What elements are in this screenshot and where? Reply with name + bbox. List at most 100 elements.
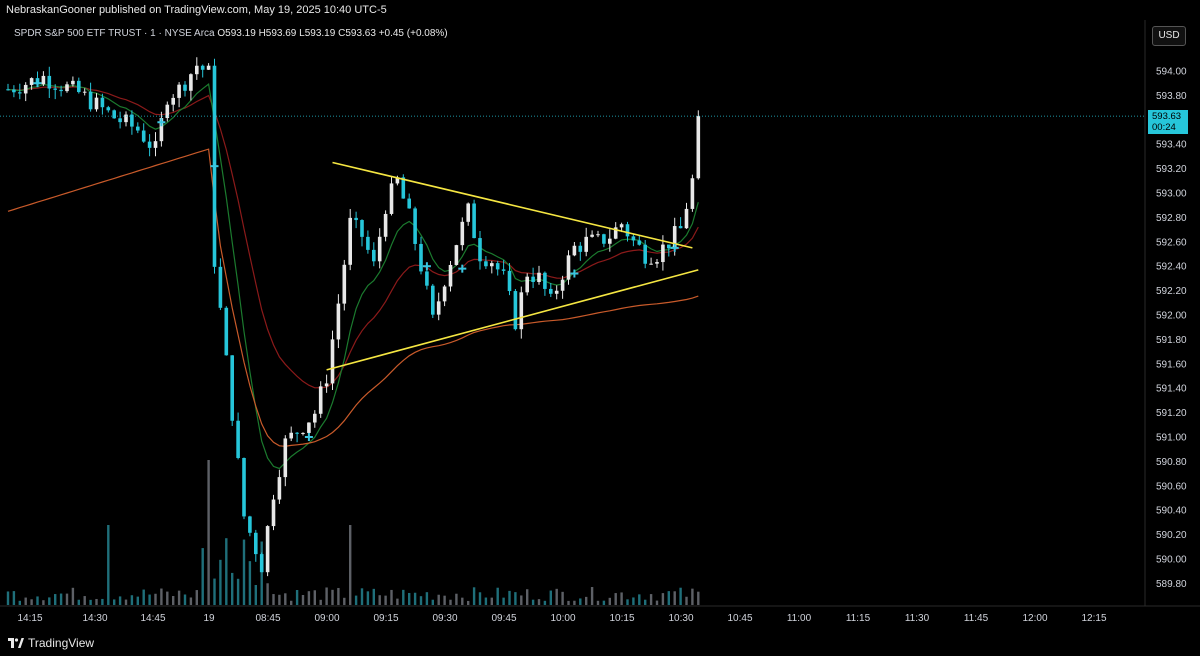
volume-bar (685, 596, 688, 605)
y-tick-label: 593.00 (1156, 189, 1187, 200)
candle-body (619, 224, 624, 228)
volume-bar (160, 588, 163, 605)
y-tick-label: 591.60 (1156, 359, 1187, 370)
volume-bar (242, 539, 246, 605)
volume-bars (6, 460, 700, 605)
candle (643, 240, 647, 269)
y-tick-label: 590.60 (1156, 481, 1187, 492)
volume-bar (130, 595, 134, 605)
volume-bar (231, 572, 234, 605)
y-tick-label: 593.80 (1156, 91, 1187, 102)
candle-body (59, 89, 63, 92)
candle-body (566, 255, 571, 280)
candle (608, 229, 612, 252)
candle-body (289, 432, 293, 439)
x-tick-label: 10:15 (609, 613, 634, 624)
candle (195, 57, 199, 80)
candle-body (23, 84, 28, 94)
bar-countdown: 00:24 (1152, 122, 1176, 133)
candle (360, 219, 364, 247)
y-tick-label: 591.80 (1156, 335, 1187, 346)
volume-bar (520, 595, 523, 605)
trendlines[interactable] (326, 161, 699, 371)
candle-body (307, 422, 311, 433)
candle (448, 261, 453, 292)
volume-bar (213, 578, 216, 605)
time-axis[interactable]: 14:15 14:30 14:45 19 08:45 09:00 09:15 09:30 09:… (0, 605, 1200, 624)
volume-bar (467, 600, 470, 605)
price-axis[interactable]: 594.00593.80593.60593.40593.20593.00592.… (1144, 20, 1187, 606)
candle (342, 259, 347, 311)
candle (236, 412, 240, 460)
candle (655, 259, 659, 268)
y-tick-label: 592.60 (1156, 237, 1187, 248)
y-tick-label: 590.40 (1156, 506, 1187, 517)
candle-body (389, 183, 394, 214)
currency-button[interactable]: USD (1152, 26, 1186, 46)
candle-body (584, 236, 588, 252)
candle-body (94, 97, 99, 110)
volume-bar (490, 597, 493, 605)
volume-bar (337, 587, 340, 605)
candlesticks (6, 57, 701, 577)
candle (318, 381, 323, 418)
candle (613, 222, 618, 240)
y-tick-label: 592.80 (1156, 213, 1187, 224)
volume-bar (608, 597, 611, 605)
candle-body (53, 88, 57, 90)
x-tick-label: 11:45 (964, 613, 989, 624)
candle-body (88, 91, 93, 110)
candle (283, 435, 288, 487)
candle-body (661, 244, 665, 263)
candle-body (271, 499, 276, 527)
candle-body (189, 74, 193, 91)
candle-body (82, 91, 87, 93)
x-tick-label: 08:45 (255, 613, 280, 624)
candle-body (354, 217, 358, 221)
candle (690, 174, 695, 212)
candle-body (667, 244, 671, 249)
candle (460, 217, 465, 251)
volume-bar (543, 600, 547, 605)
candle (431, 283, 435, 319)
volume-bar (549, 590, 552, 605)
candle-body (637, 240, 642, 245)
candle (324, 374, 329, 393)
candle-body (141, 130, 146, 142)
volume-bar (236, 578, 240, 605)
candle (259, 552, 264, 573)
candle (206, 63, 211, 71)
volume-bar (54, 594, 57, 605)
candle-body (65, 84, 69, 92)
volume-bar (225, 538, 228, 605)
volume-bar (148, 594, 151, 605)
candle (23, 82, 28, 102)
tradingview-logo[interactable]: TradingView (8, 636, 94, 650)
volume-bar (425, 592, 429, 605)
candle (366, 230, 370, 254)
plus-marker (210, 162, 219, 171)
x-tick-label: 19 (203, 613, 215, 624)
candle-body (183, 84, 187, 91)
candle (436, 292, 441, 321)
volume-bar (502, 597, 505, 605)
candle (495, 260, 500, 276)
candle (584, 227, 588, 257)
candle (484, 256, 488, 269)
volume-bar (113, 599, 116, 605)
candle (265, 525, 270, 577)
candle (77, 77, 81, 94)
candle-body (578, 245, 583, 252)
candle (141, 123, 146, 143)
candle-body (18, 92, 22, 94)
candle-body (313, 413, 317, 423)
candle (47, 66, 52, 98)
volume-bar (313, 590, 316, 605)
volume-bar (396, 598, 399, 605)
x-tick-label: 09:00 (314, 613, 339, 624)
volume-bar (295, 589, 299, 605)
candle-body (649, 263, 653, 265)
candle (637, 235, 642, 246)
candle-body (372, 249, 376, 262)
